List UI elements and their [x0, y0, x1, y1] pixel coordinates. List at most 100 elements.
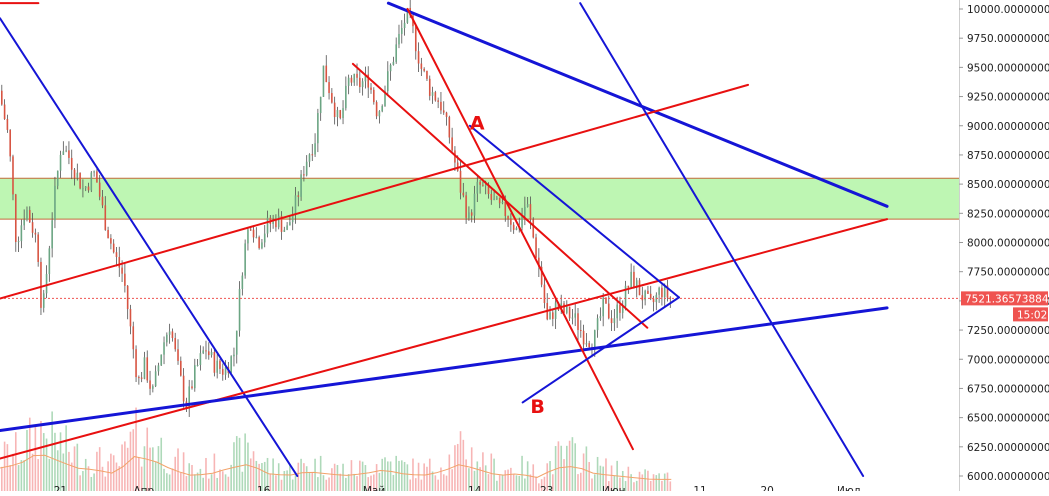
- trendline-5[interactable]: [0, 218, 889, 460]
- volume-bar: [669, 481, 672, 491]
- candle: [448, 116, 451, 138]
- x-tick-label: Июл: [837, 485, 860, 491]
- volume-ma-line: [0, 454, 672, 480]
- volume-bar: [655, 475, 658, 491]
- trendline-8[interactable]: [351, 62, 649, 329]
- candle: [325, 65, 328, 83]
- volume-bar: [420, 479, 423, 491]
- volume-bar: [238, 437, 241, 491]
- volume-bar: [168, 474, 171, 491]
- volume-bar: [96, 451, 98, 491]
- candle: [104, 205, 107, 230]
- y-tick-label: 9500.00000000: [967, 62, 1049, 74]
- candle: [647, 290, 649, 294]
- volume-bar: [112, 455, 115, 491]
- candle: [442, 110, 445, 113]
- volume-bar: [621, 470, 624, 491]
- candle: [294, 195, 297, 214]
- candle: [14, 194, 17, 242]
- volume-bar: [308, 471, 311, 491]
- candle: [177, 349, 179, 361]
- green-zone[interactable]: [0, 178, 959, 220]
- volume-bar: [188, 463, 191, 491]
- candle: [445, 112, 448, 117]
- volume-bar: [62, 453, 65, 491]
- candle: [154, 371, 157, 387]
- volume-bar: [171, 468, 174, 491]
- volume-bar: [619, 477, 621, 491]
- volume-bar: [143, 446, 146, 491]
- volume-bar: [272, 458, 274, 491]
- candle: [403, 22, 406, 29]
- volume-bar: [448, 454, 451, 491]
- candle: [521, 215, 523, 228]
- price-axis[interactable]: 10000.00000000 9750.00000000 9500.00000000…: [959, 0, 1049, 491]
- volume-bar: [454, 445, 456, 491]
- volume-bar: [135, 407, 137, 491]
- candle: [440, 101, 442, 111]
- volume-bar: [599, 465, 602, 491]
- x-tick-label: Апр: [133, 485, 154, 491]
- candle: [633, 271, 635, 288]
- candle: [110, 238, 112, 244]
- countdown-label: 15:02: [1017, 309, 1047, 321]
- trendline-3[interactable]: [386, 1, 889, 208]
- trendline-11[interactable]: [579, 2, 865, 477]
- trendline-4[interactable]: [0, 83, 750, 300]
- volume-bar: [591, 478, 593, 491]
- volume-bar: [235, 436, 238, 491]
- candle: [96, 171, 98, 183]
- candle: [554, 302, 557, 319]
- volume-bar: [524, 478, 526, 491]
- annotation-a: A: [470, 112, 485, 134]
- volume-bar: [568, 440, 571, 491]
- volume-bar: [666, 472, 669, 491]
- candle: [571, 317, 574, 319]
- candle: [641, 295, 644, 301]
- candle: [42, 293, 45, 308]
- volume-bar: [445, 475, 448, 491]
- trendline-6[interactable]: [0, 306, 889, 432]
- candle: [610, 318, 613, 324]
- volume-bar: [630, 474, 632, 491]
- volume-bar: [241, 471, 244, 491]
- trendline-9[interactable]: [468, 124, 680, 299]
- trendline-2[interactable]: [0, 17, 299, 477]
- candle: [199, 353, 202, 366]
- volume-bar: [431, 471, 434, 491]
- candle: [476, 181, 479, 194]
- candle: [160, 354, 163, 366]
- volume-bar: [48, 458, 51, 491]
- candle: [420, 63, 423, 69]
- candle: [126, 285, 129, 310]
- volume-bar: [12, 453, 14, 491]
- volume-bar: [70, 462, 73, 491]
- volume-bar: [624, 481, 627, 491]
- volume-bar: [31, 453, 34, 491]
- candle: [193, 365, 196, 389]
- volume-layer: [0, 407, 672, 491]
- trendline-10[interactable]: [521, 296, 680, 404]
- y-tick-label: 7250.00000000: [967, 325, 1049, 337]
- candle: [221, 368, 224, 375]
- volume-bar: [501, 474, 504, 491]
- candle: [426, 70, 428, 79]
- candle: [493, 198, 495, 200]
- candle: [247, 229, 249, 244]
- candle: [101, 196, 104, 206]
- trendline-layer[interactable]: [0, 1, 889, 477]
- trendline-7[interactable]: [406, 8, 634, 451]
- volume-bar: [93, 473, 95, 491]
- candle: [549, 312, 551, 320]
- candle: [93, 171, 95, 173]
- candle: [342, 108, 344, 119]
- candle: [669, 297, 672, 299]
- candle: [456, 162, 459, 171]
- candle: [373, 89, 375, 103]
- candle: [504, 201, 507, 217]
- candle: [1, 90, 3, 105]
- volume-bar: [370, 475, 372, 491]
- candle: [328, 82, 330, 94]
